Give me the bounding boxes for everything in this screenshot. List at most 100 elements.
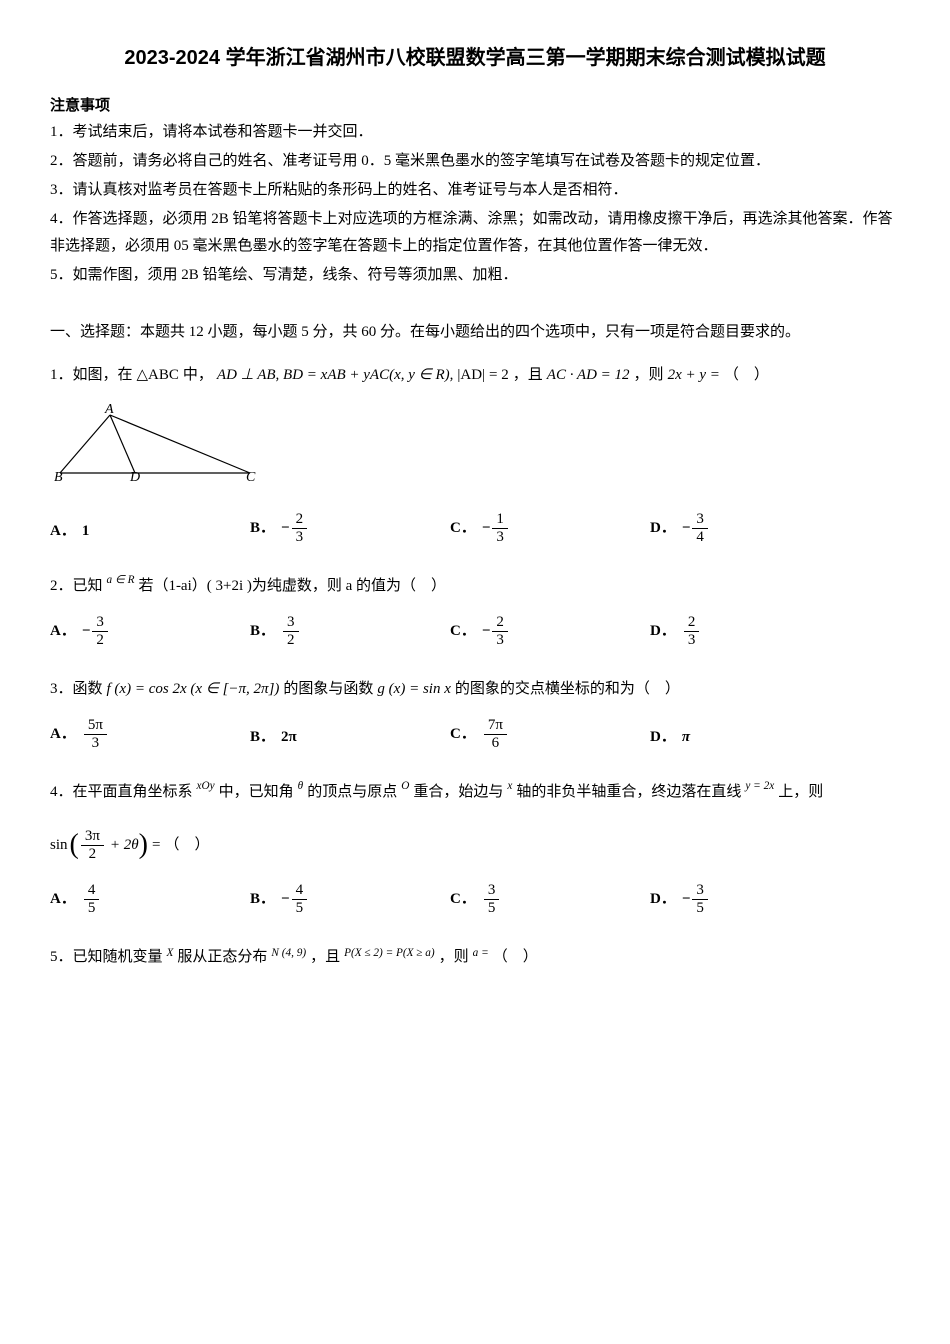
q4-stem-line1: 4．在平面直角坐标系 xOy 中，已知角 θ 的顶点与原点 O 重合，始边与 x… bbox=[50, 779, 900, 806]
q1-optD-frac: 3 4 bbox=[692, 511, 708, 545]
notice-3: 3．请认真核对监考员在答题卡上所粘贴的条形码上的姓名、准考证号与本人是否相符． bbox=[50, 177, 900, 204]
fig-label-D: D bbox=[129, 470, 140, 483]
q4-xoy: xOy bbox=[197, 776, 215, 796]
q4-option-a[interactable]: A． 4 5 bbox=[50, 882, 200, 916]
q3-g: g (x) = sin x bbox=[377, 676, 450, 703]
q3-prefix: 3．函数 bbox=[50, 676, 103, 703]
option-key-b: B． bbox=[250, 618, 275, 645]
q3-option-c[interactable]: C． 7π 6 bbox=[450, 717, 600, 751]
q4-line: y = 2x bbox=[745, 776, 774, 796]
question-2: 2．已知 a ∈ R 若（1-ai）( 3+2i )为纯虚数，则 a 的值为（ … bbox=[50, 573, 900, 648]
q4-option-b[interactable]: B． − 4 5 bbox=[250, 882, 400, 916]
q1-expr3: 2x + y = bbox=[668, 362, 720, 389]
notice-label: 注意事项 bbox=[50, 92, 900, 119]
q2-optC-frac: 2 3 bbox=[492, 614, 508, 648]
neg: − bbox=[482, 515, 491, 542]
q2-option-a[interactable]: A． − 3 2 bbox=[50, 614, 200, 648]
triangle-svg: A B C D bbox=[50, 403, 260, 483]
q4-mid4: 轴的非负半轴重合，终边落在直线 bbox=[516, 779, 741, 806]
q2-optA-frac: 3 2 bbox=[92, 614, 108, 648]
q1-expr2: AC · AD = 12 bbox=[547, 362, 630, 389]
q2-stem: 2．已知 a ∈ R 若（1-ai）( 3+2i )为纯虚数，则 a 的值为（ … bbox=[50, 573, 900, 600]
q1-option-b[interactable]: B． − 2 3 bbox=[250, 511, 400, 545]
q1-stem: 1．如图，在 △ABC 中， AD ⊥ AB, BD = xAB + yAC(x… bbox=[50, 362, 900, 389]
option-key-b: B． bbox=[250, 515, 275, 542]
question-4: 4．在平面直角坐标系 xOy 中，已知角 θ 的顶点与原点 O 重合，始边与 x… bbox=[50, 779, 900, 916]
q4-mid2: 的顶点与原点 bbox=[307, 779, 397, 806]
q1-figure: A B C D bbox=[50, 403, 900, 493]
q4-mid1: 中，已知角 bbox=[219, 779, 294, 806]
q5-mid2: ，且 bbox=[310, 944, 340, 971]
q3-option-a[interactable]: A． 5π 3 bbox=[50, 717, 200, 751]
q4-tail: （ ） bbox=[164, 832, 209, 859]
neg: − bbox=[281, 886, 290, 913]
neg: − bbox=[682, 886, 691, 913]
option-key-c: C． bbox=[450, 886, 476, 913]
q4-option-d[interactable]: D． − 3 5 bbox=[650, 882, 800, 916]
option-key-a: A． bbox=[50, 721, 76, 748]
q3-option-d[interactable]: D． π bbox=[650, 724, 800, 751]
q4-mid3: 重合，始边与 bbox=[413, 779, 503, 806]
q1-option-c[interactable]: C． − 1 3 bbox=[450, 511, 600, 545]
q4-optA-frac: 4 5 bbox=[84, 882, 100, 916]
q2-options: A． − 3 2 B． 3 2 C． − 2 3 D． 2 bbox=[50, 614, 900, 648]
neg: − bbox=[682, 515, 691, 542]
q4-x: x bbox=[507, 776, 512, 796]
q2-mid: 若（1-ai）( 3+2i )为纯虚数，则 a 的值为（ ） bbox=[138, 573, 446, 600]
q1-options: A． 1 B． − 2 3 C． − 1 3 D． − 3 4 bbox=[50, 511, 900, 545]
fig-label-C: C bbox=[246, 470, 256, 483]
q1-tail: （ ） bbox=[724, 362, 769, 389]
q5-P: P(X ≤ 2) = P(X ≥ a) bbox=[344, 943, 435, 963]
neg: − bbox=[281, 515, 290, 542]
q4-option-c[interactable]: C． 3 5 bbox=[450, 882, 600, 916]
q1-option-d[interactable]: D． − 3 4 bbox=[650, 511, 800, 545]
fig-label-A: A bbox=[104, 403, 114, 417]
neg: − bbox=[82, 618, 91, 645]
q5-mid1: 服从正态分布 bbox=[177, 944, 267, 971]
q3-optD: π bbox=[682, 724, 690, 751]
q1-triangle: △ABC bbox=[137, 362, 179, 389]
q4-sin-expr: sin ( 3π 2 + 2θ ) bbox=[50, 828, 148, 862]
section-1-header: 一、选择题：本题共 12 小题，每小题 5 分，共 60 分。在每小题给出的四个… bbox=[50, 319, 900, 346]
q4-optB-frac: 4 5 bbox=[292, 882, 308, 916]
q1-eq2: = 2 bbox=[489, 362, 509, 389]
q2-optB-frac: 3 2 bbox=[283, 614, 299, 648]
q2-option-b[interactable]: B． 3 2 bbox=[250, 614, 400, 648]
q3-mid1: 的图象与函数 bbox=[283, 676, 373, 703]
q4-optC-frac: 3 5 bbox=[484, 882, 500, 916]
neg: − bbox=[482, 618, 491, 645]
option-key-a: A． bbox=[50, 886, 76, 913]
q4-eq: = bbox=[152, 832, 160, 859]
q2-prefix: 2．已知 bbox=[50, 573, 103, 600]
option-key-c: C． bbox=[450, 721, 476, 748]
q3-option-b[interactable]: B． 2π bbox=[250, 724, 400, 751]
q3-stem: 3．函数 f (x) = cos 2x (x ∈ [−π, 2π]) 的图象与函… bbox=[50, 676, 900, 703]
q1-optA: 1 bbox=[82, 518, 90, 545]
q4-O: O bbox=[401, 776, 409, 796]
q5-mid3: ，则 bbox=[439, 944, 469, 971]
fig-label-B: B bbox=[54, 470, 63, 483]
q2-option-c[interactable]: C． − 2 3 bbox=[450, 614, 600, 648]
q3-optB: 2π bbox=[281, 724, 297, 751]
q4-theta: θ bbox=[298, 776, 304, 796]
q2-option-d[interactable]: D． 2 3 bbox=[650, 614, 800, 648]
option-key-d: D． bbox=[650, 618, 676, 645]
question-1: 1．如图，在 △ABC 中， AD ⊥ AB, BD = xAB + yAC(x… bbox=[50, 362, 900, 545]
option-key-c: C． bbox=[450, 618, 476, 645]
option-key-d: D． bbox=[650, 724, 676, 751]
option-key-b: B． bbox=[250, 724, 275, 751]
q3-options: A． 5π 3 B． 2π C． 7π 6 D． π bbox=[50, 717, 900, 751]
q4-options: A． 4 5 B． − 4 5 C． 3 5 D． − 3 bbox=[50, 882, 900, 916]
q2-optD-frac: 2 3 bbox=[684, 614, 700, 648]
q1-mid3: ，则 bbox=[634, 362, 664, 389]
question-5: 5．已知随机变量 X 服从正态分布 N (4, 9) ，且 P(X ≤ 2) =… bbox=[50, 944, 900, 971]
option-key-d: D． bbox=[650, 886, 676, 913]
notice-5: 5．如需作图，须用 2B 铅笔绘、写清楚，线条、符号等须加黑、加粗． bbox=[50, 262, 900, 289]
q2-cond: a ∈ R bbox=[107, 570, 135, 590]
notice-2: 2．答题前，请务必将自己的姓名、准考证号用 0．5 毫米黑色墨水的签字笔填写在试… bbox=[50, 148, 900, 175]
q1-option-a[interactable]: A． 1 bbox=[50, 518, 200, 545]
notice-4: 4．作答选择题，必须用 2B 铅笔将答题卡上对应选项的方框涂满、涂黑；如需改动，… bbox=[50, 206, 900, 260]
option-key-a: A． bbox=[50, 618, 76, 645]
option-key-b: B． bbox=[250, 886, 275, 913]
q4-stem-line2: sin ( 3π 2 + 2θ ) = （ ） bbox=[50, 828, 900, 862]
